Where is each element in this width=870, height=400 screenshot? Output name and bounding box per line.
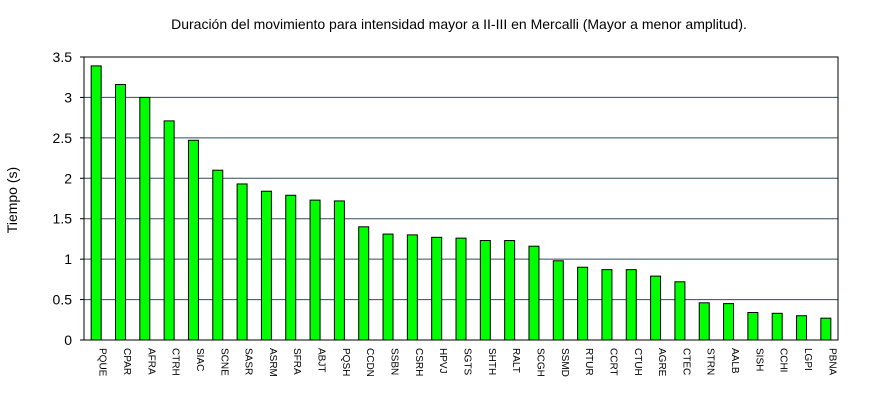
x-tick-label: PQUE (97, 348, 108, 377)
x-tick-label: AGRE (656, 348, 667, 377)
bar (114, 83, 126, 341)
x-tick-label: ABJT (316, 348, 327, 372)
bar (187, 139, 199, 341)
x-tick-label: SASR (243, 348, 254, 375)
y-tick-label: 1 (64, 251, 72, 267)
x-tick-label: RALT (510, 348, 521, 373)
x-tick-label: SGTS (462, 348, 473, 376)
y-tick-label: 0 (64, 332, 72, 348)
bar (723, 303, 735, 341)
bar (747, 312, 759, 341)
bar (479, 240, 491, 341)
bar (431, 236, 443, 341)
bar (528, 245, 540, 341)
bar (139, 96, 151, 341)
y-tick-label: 0.5 (53, 292, 73, 308)
bar (382, 233, 394, 341)
x-tick-label: SCNE (218, 348, 229, 376)
x-tick-label: CTRH (170, 348, 181, 376)
bar (796, 315, 808, 341)
x-tick-label: CSRH (413, 348, 424, 376)
x-tick-label: HPVJ (437, 348, 448, 374)
x-tick-label: SCGH (534, 348, 545, 377)
y-tick-label: 3 (64, 89, 72, 105)
bar (90, 65, 102, 341)
bar (504, 240, 516, 341)
bar (650, 275, 662, 341)
bar (552, 260, 564, 341)
x-tick-label: CTUH (632, 348, 643, 376)
bar (820, 317, 832, 341)
x-tick-label: STRN (705, 348, 716, 375)
bar (601, 269, 613, 341)
x-tick-label: LGPI (802, 348, 813, 371)
x-tick-label: CCHI (778, 348, 789, 372)
bar (358, 226, 370, 341)
bar (333, 200, 345, 341)
bar (163, 120, 175, 341)
bar (309, 199, 321, 341)
y-tick-label: 2 (64, 170, 72, 186)
x-tick-label: SIAC (194, 348, 205, 371)
y-tick-label: 2.5 (53, 130, 73, 146)
x-tick-label: RTUR (583, 348, 594, 376)
x-tick-label: PBNA (826, 348, 837, 376)
x-tick-label: SSMD (559, 348, 570, 377)
x-tick-label: SFRA (291, 348, 302, 375)
bar (455, 237, 467, 341)
x-tick-label: SISH (753, 348, 764, 371)
bar (212, 169, 224, 341)
x-tick-label: AALB (729, 348, 740, 374)
x-tick-label: CTEC (680, 348, 691, 375)
bar (674, 281, 686, 341)
bar (260, 190, 272, 341)
chart-title: Duración del movimiento para intensidad … (171, 16, 747, 32)
x-tick-label: CPAR (121, 348, 132, 375)
bar (625, 269, 637, 341)
x-tick-label: SHTH (486, 348, 497, 375)
y-tick-label: 3.5 (53, 49, 73, 65)
x-tick-label: ASRM (267, 348, 278, 377)
bar (236, 183, 248, 341)
bar (285, 194, 297, 341)
x-tick-label: CCDN (364, 348, 375, 377)
x-tick-label: PQSH (340, 348, 351, 376)
bar (698, 302, 710, 341)
x-tick-label: CCRT (607, 348, 618, 376)
y-tick-label: 1.5 (53, 211, 73, 227)
x-tick-label: AFRA (145, 348, 156, 375)
bar (406, 234, 418, 341)
bar (577, 266, 589, 341)
x-tick-label: SSBN (389, 348, 400, 375)
bar (771, 312, 783, 341)
